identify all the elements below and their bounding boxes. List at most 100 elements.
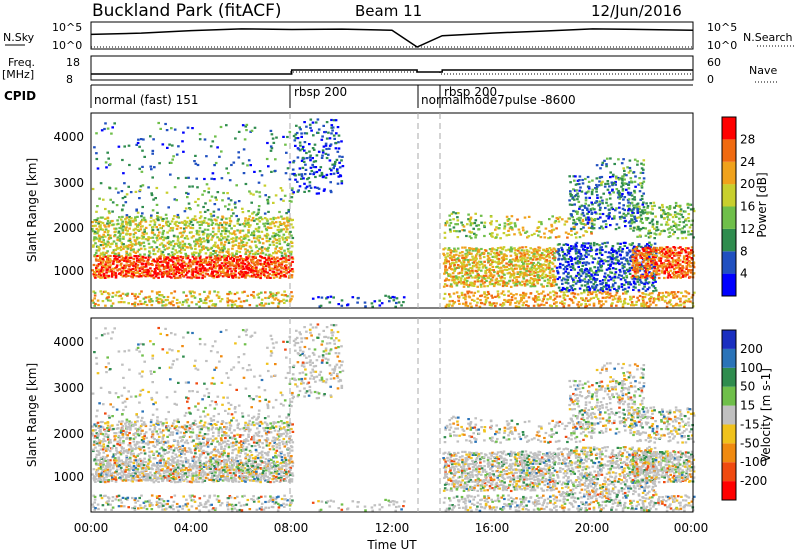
power-cell: [119, 294, 122, 297]
power-cell: [159, 127, 162, 130]
power-cell: [93, 237, 96, 240]
power-cell: [559, 301, 562, 304]
power-cell: [302, 160, 306, 163]
power-cell: [138, 258, 142, 261]
power-cell: [678, 254, 682, 257]
power-cell: [269, 217, 272, 221]
power-cell: [124, 273, 128, 276]
power-cell: [474, 219, 478, 222]
power-cell: [194, 162, 198, 165]
power-cell: [267, 263, 271, 266]
power-cell: [257, 226, 261, 229]
power-cell: [532, 248, 535, 251]
power-cell: [331, 163, 334, 166]
power-cell: [113, 235, 116, 238]
power-cell: [225, 221, 229, 224]
power-cell: [649, 253, 652, 256]
power-cell: [644, 271, 648, 274]
power-cell: [273, 237, 276, 240]
power-cell: [628, 256, 632, 259]
power-cell: [629, 295, 632, 298]
power-cell: [247, 225, 251, 229]
power-cell: [542, 290, 545, 293]
power-cell: [109, 163, 112, 166]
power-cell: [139, 247, 143, 250]
power-cell: [150, 290, 154, 293]
power-cell: [616, 255, 619, 258]
power-cell: [181, 269, 184, 272]
power-cell: [178, 263, 182, 266]
power-cell: [115, 291, 119, 294]
power-cell: [637, 205, 641, 208]
power-cell: [582, 257, 585, 260]
power-cell: [584, 202, 587, 205]
power-cell: [317, 296, 320, 299]
power-cell: [473, 291, 477, 294]
power-cell: [182, 243, 185, 246]
power-cell: [522, 275, 525, 279]
power-cell: [636, 249, 639, 252]
power-cell: [166, 231, 169, 234]
power-cell: [628, 207, 631, 211]
power-cell: [97, 263, 101, 266]
power-cell: [114, 187, 118, 190]
power-cell: [532, 270, 535, 273]
power-cell: [230, 272, 233, 275]
power-cell: [635, 228, 639, 231]
power-cell: [641, 273, 644, 276]
power-cell: [623, 216, 626, 219]
power-cell: [204, 257, 208, 261]
power-cell: [188, 260, 192, 263]
power-cell: [535, 290, 539, 293]
power-cell: [513, 267, 517, 270]
power-cell: [589, 242, 593, 245]
power-cell: [621, 188, 625, 191]
power-cell: [118, 268, 122, 271]
power-cell: [186, 254, 190, 258]
power-cell: [590, 211, 594, 214]
power-cell: [442, 248, 445, 251]
power-cell: [500, 256, 504, 259]
power-cell: [520, 298, 523, 301]
power-cell: [155, 203, 159, 206]
power-cell: [544, 250, 547, 253]
power-cell: [100, 292, 104, 296]
power-cell: [206, 273, 209, 276]
power-cell: [126, 292, 130, 295]
power-cell: [271, 302, 275, 305]
power-cell: [104, 290, 107, 293]
power-cell: [497, 296, 501, 299]
power-cell: [247, 238, 251, 242]
power-cell: [626, 191, 630, 194]
power-cell: [232, 161, 236, 164]
power-cell: [212, 210, 216, 213]
power-cell: [290, 234, 293, 237]
power-cell: [126, 247, 130, 250]
power-cell: [183, 227, 186, 230]
power-cell: [163, 236, 166, 239]
power-cell: [280, 215, 283, 218]
power-cell: [606, 182, 610, 185]
power-cell: [246, 274, 250, 277]
power-cell: [319, 304, 323, 307]
power-cell: [213, 255, 217, 258]
power-cell: [630, 209, 634, 212]
power-cell: [607, 279, 610, 282]
power-cell: [152, 249, 155, 252]
power-cell: [166, 247, 169, 250]
power-cell: [644, 289, 648, 292]
power-cell: [274, 274, 278, 277]
power-cell: [460, 293, 464, 297]
power-cell: [320, 171, 324, 175]
power-cell: [644, 303, 648, 306]
power-cell: [337, 141, 340, 144]
power-cell: [241, 223, 245, 226]
power-cell: [605, 260, 608, 263]
power-cell: [627, 283, 630, 286]
power-cell: [589, 281, 593, 284]
power-cell: [546, 293, 550, 296]
power-cell: [654, 280, 657, 283]
power-cell: [125, 193, 129, 196]
power-cell: [647, 253, 650, 256]
power-cell: [144, 264, 148, 267]
